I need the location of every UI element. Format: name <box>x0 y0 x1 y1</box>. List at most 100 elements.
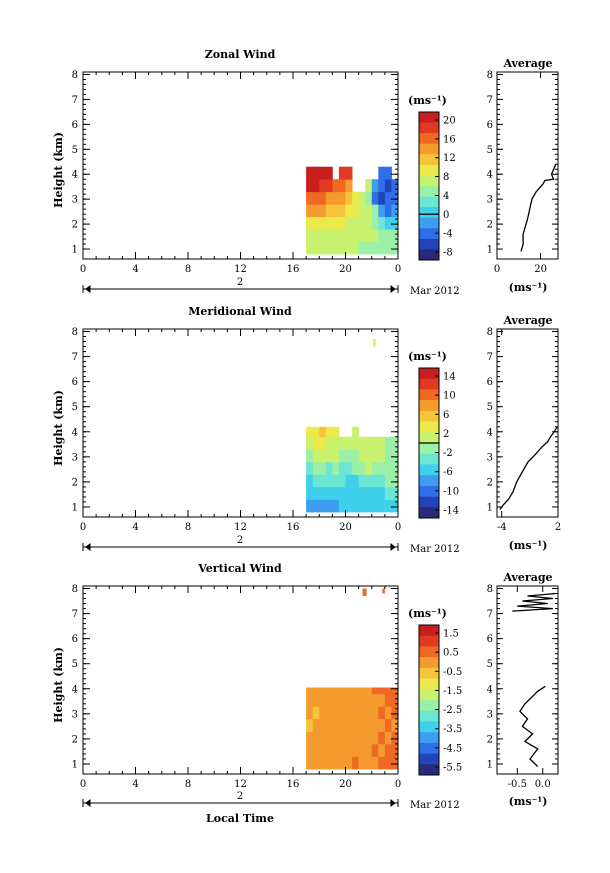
zonal-wind-cell <box>319 191 327 205</box>
zonal-wind-cell <box>352 191 360 205</box>
zonal-wind-x-ticks: 0 4 8 12 16 20 0 <box>80 72 401 275</box>
vertical-wind-cell <box>391 706 399 720</box>
zonal-wind-y-tick-label: 6 <box>72 120 78 131</box>
vertical-wind-cell <box>319 687 327 695</box>
meridional-wind-cell <box>319 449 327 463</box>
zonal-wind-cell <box>345 191 353 205</box>
meridional-wind-cell <box>352 461 360 475</box>
vertical-average-y-tick-label: 7 <box>487 609 493 620</box>
meridional-colorbar-swatch <box>419 378 439 390</box>
vertical-wind-cell <box>391 756 399 770</box>
zonal-wind-cell <box>352 229 360 242</box>
zonal-wind-cell <box>306 229 314 242</box>
zonal-wind-cell <box>365 191 373 205</box>
meridional-wind-cell <box>306 499 314 513</box>
meridional-colorbar-tick-label: -2 <box>443 448 453 459</box>
vertical-wind-cell <box>312 743 320 757</box>
zonal-wind-cell <box>306 241 314 255</box>
vertical-wind-cell <box>352 687 360 695</box>
vertical-wind-cell <box>312 718 320 732</box>
vertical-wind-cell <box>325 706 333 720</box>
meridional-colorbar-tick-label: 10 <box>443 391 456 402</box>
zonal-colorbar-swatch <box>419 238 439 250</box>
zonal-wind-cell <box>365 229 373 242</box>
meridional-wind-cell <box>378 449 386 463</box>
vertical-wind-cell <box>332 693 340 707</box>
meridional-wind-cell <box>352 449 360 463</box>
vertical-colorbar-swatch <box>419 742 439 754</box>
vertical-wind-cell <box>391 743 399 757</box>
meridional-wind-x-tick-label: 0 <box>395 522 401 533</box>
zonal-wind-cell <box>332 204 340 217</box>
zonal-wind-cell <box>332 216 340 230</box>
vertical-colorbar-tick-label: -4.5 <box>443 743 462 754</box>
zonal-wind-x-tick-label: 8 <box>185 264 191 275</box>
meridional-wind-cell <box>325 426 333 438</box>
vertical-wind-cell <box>391 718 399 732</box>
meridional-wind-cell <box>306 486 314 500</box>
meridional-wind-cell <box>384 461 392 475</box>
zonal-wind-cell <box>312 204 320 217</box>
meridional-wind-unit-label: (ms⁻¹) <box>408 350 447 363</box>
zonal-colorbar-tick-label: 4 <box>443 191 449 202</box>
meridional-wind-y-tick-label: 2 <box>72 477 78 488</box>
meridional-wind-cell <box>352 486 360 500</box>
vertical-wind-cell <box>325 687 333 695</box>
meridional-wind-cell <box>358 499 366 513</box>
meridional-average-frame <box>496 328 559 518</box>
vertical-wind-cell <box>362 588 367 596</box>
meridional-colorbar-swatch <box>419 453 439 465</box>
vertical-wind-cell <box>312 693 320 707</box>
zonal-wind-cell <box>384 179 392 193</box>
meridional-wind-cell <box>352 474 360 488</box>
meridional-wind-y-tick-label: 3 <box>72 452 78 463</box>
zonal-wind-cell <box>391 229 399 242</box>
vertical-wind-x-tick-label: 16 <box>287 779 300 790</box>
vertical-wind-cell <box>345 693 353 707</box>
vertical-wind-cell <box>319 743 327 757</box>
zonal-colorbar-tick-label: 12 <box>443 153 456 164</box>
zonal-wind-cell <box>345 241 353 255</box>
zonal-wind-cell <box>332 179 340 193</box>
vertical-wind-cell <box>325 693 333 707</box>
zonal-colorbar-swatch <box>419 143 439 155</box>
meridional-wind-cell <box>319 436 327 450</box>
vertical-average-y-tick-label: 5 <box>487 659 493 670</box>
zonal-wind-cell <box>378 204 386 217</box>
meridional-wind-cell <box>378 474 386 488</box>
meridional-average-x-tick-label: -4 <box>497 522 507 533</box>
zonal-wind-cell <box>312 166 320 180</box>
meridional-wind-date-bar: 2 Mar 2012 <box>82 535 460 555</box>
meridional-wind-cell <box>352 499 360 513</box>
zonal-wind-cell <box>332 191 340 205</box>
zonal-wind-cell <box>371 204 379 217</box>
zonal-wind-cell <box>325 204 333 217</box>
meridional-wind-title: Meridional Wind <box>188 305 292 318</box>
vertical-colorbar-tick-label: -5.5 <box>443 763 462 774</box>
vertical-wind-y-tick-label: 6 <box>72 634 78 645</box>
meridional-average-y-tick-label: 7 <box>487 352 493 363</box>
meridional-wind-cell <box>332 449 340 463</box>
meridional-colorbar-swatch <box>419 410 439 422</box>
zonal-wind-cell <box>358 229 366 242</box>
meridional-wind-cell <box>332 499 340 513</box>
vertical-wind-cell <box>325 743 333 757</box>
zonal-wind-cell <box>319 216 327 230</box>
zonal-wind-cell <box>378 216 386 230</box>
meridional-wind-date-label: Mar 2012 <box>410 544 460 555</box>
zonal-wind-cell <box>306 179 314 193</box>
zonal-wind-cell <box>319 229 327 242</box>
zonal-wind-cell <box>345 216 353 230</box>
vertical-average-y-tick-label: 1 <box>487 759 493 770</box>
zonal-wind-cell <box>319 204 327 217</box>
zonal-colorbar-swatch <box>419 228 439 240</box>
vertical-wind-cell <box>378 756 386 770</box>
vertical-wind-cell <box>345 731 353 745</box>
zonal-wind-average-unit: (ms⁻¹) <box>509 281 548 294</box>
meridional-colorbar-swatch <box>419 475 439 487</box>
vertical-wind-x-tick-label: 4 <box>132 779 138 790</box>
zonal-colorbar-swatch <box>419 164 439 176</box>
zonal-wind-average-profile: 1 2 3 4 5 6 7 8 0 20 <box>487 70 559 275</box>
zonal-wind-cell <box>358 241 366 255</box>
zonal-wind-cell <box>391 216 399 230</box>
